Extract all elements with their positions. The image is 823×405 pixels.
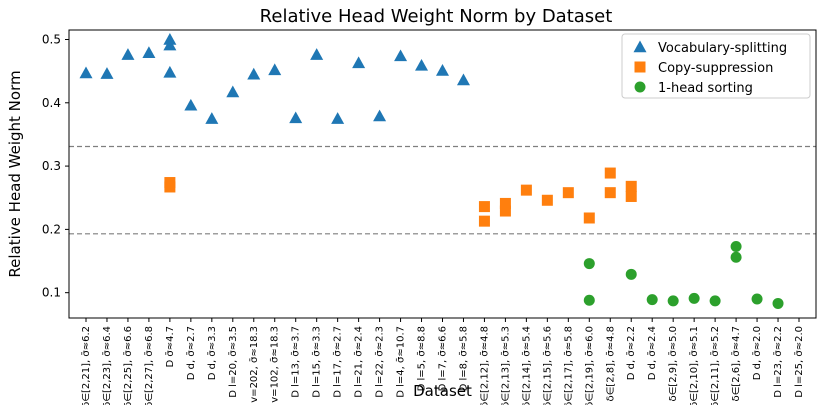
copy-suppression-point: [164, 181, 176, 193]
vocabulary-splitting-point: [79, 66, 93, 79]
vocabulary-splitting-point: [163, 65, 177, 78]
1-head-sorting-point: [730, 240, 742, 252]
y-axis-label: Relative Head Weight Norm: [6, 70, 24, 277]
x-tick-label: D δ∈[2,9], σ̄≈5.0: [668, 326, 679, 405]
y-tick-label: 0.2: [42, 222, 61, 236]
vocabulary-splitting-point: [394, 49, 408, 62]
copy-suppression-point: [499, 205, 511, 217]
x-tick-label: D δ∈[2,8], σ̄≈4.8: [605, 326, 616, 405]
x-tick-label: D l=15, σ̄≈3.3: [312, 326, 323, 398]
x-tick-label: D δ∈[2,21], σ̄≈6.2: [81, 326, 92, 405]
x-axis-label: Dataset: [413, 382, 472, 400]
copy-suppression-point: [499, 197, 511, 209]
vocabulary-splitting-point: [310, 48, 324, 60]
y-tick-label: 0.5: [42, 32, 61, 46]
vocabulary-splitting-point: [184, 98, 198, 111]
x-tick-label: D δ∈[2,12], σ̄≈4.8: [479, 326, 490, 405]
1-head-sorting-point: [583, 258, 595, 270]
vocabulary-splitting-point: [456, 73, 470, 86]
x-tick-label: D δ∈[2,10], σ̄≈5.1: [689, 326, 700, 405]
vocabulary-splitting-point: [205, 112, 219, 124]
x-tick-label: D l=20, σ̄≈3.5: [228, 326, 239, 398]
x-tick-label: D δ∈[2,11], σ̄≈5.2: [710, 326, 721, 405]
x-tick-label: D δ∈[2,14], σ̄≈5.4: [521, 326, 532, 405]
x-tick-label: D l=5, σ̄≈8.8: [417, 326, 428, 391]
x-tick-label: D δ∈[2,25], σ̄≈6.6: [123, 326, 134, 405]
copy-suppression-point: [520, 184, 532, 196]
1-head-sorting-point: [751, 293, 763, 305]
chart-title: Relative Head Weight Norm by Dataset: [260, 6, 613, 27]
1-head-sorting-point: [688, 292, 700, 304]
copy-suppression-point: [562, 187, 574, 199]
x-tick-label: D v=102, σ̄≈18.3: [270, 326, 281, 405]
legend-box: [621, 33, 811, 99]
x-tick-label: D l=13, σ̄≈3.7: [291, 326, 302, 398]
y-tick-label: 0.4: [42, 96, 61, 110]
copy-suppression-point: [604, 167, 616, 179]
x-tick-label: D l=23, σ̄≈2.2: [773, 326, 784, 398]
x-tick-label: D l=4, σ̄≈10.7: [396, 326, 407, 398]
vocabulary-splitting-point: [352, 56, 366, 69]
x-tick-label: D d, σ̄≈2.0: [752, 326, 763, 380]
x-tick-label: D d, σ̄≈3.3: [207, 326, 218, 380]
vocabulary-splitting-point: [373, 109, 387, 122]
copy-suppression-point: [478, 201, 490, 213]
x-tick-label: D δ∈[2,6], σ̄≈4.7: [731, 326, 742, 405]
x-tick-label: D v=202, σ̄≈18.3: [249, 326, 260, 405]
y-tick-label: 0.1: [42, 286, 61, 300]
vocabulary-splitting-point: [331, 112, 345, 124]
1-head-sorting-point: [583, 294, 595, 306]
x-tick-label: D l=17, σ̄≈2.7: [333, 326, 344, 398]
copy-suppression-point: [583, 212, 595, 224]
x-tick-label: D l=25, σ̄≈2.0: [794, 326, 805, 398]
1-head-sorting-point: [730, 251, 742, 263]
legend-label-vocabulary-splitting: Vocabulary-splitting: [658, 41, 787, 56]
vocabulary-splitting-point: [100, 67, 114, 79]
x-tick-label: D δ∈[2,23], σ̄≈6.4: [102, 326, 113, 405]
legend-marker-copy-suppression: [634, 61, 646, 73]
1-head-sorting-point: [709, 295, 721, 307]
x-tick-label: D δ∈[2,19], σ̄≈6.0: [584, 326, 595, 405]
vocabulary-splitting-point: [436, 64, 449, 76]
x-tick-label: D l=22, σ̄≈2.3: [375, 326, 386, 398]
y-tick-label: 0.3: [42, 159, 61, 173]
copy-suppression-point: [478, 215, 490, 227]
legend: Vocabulary-splitting Copy-suppression 1-he…: [621, 33, 811, 99]
x-tick-label: D σ̄≈4.7: [165, 326, 176, 368]
vocabulary-splitting-point: [247, 67, 261, 80]
copy-suppression-point: [541, 194, 553, 206]
x-tick-label: D δ∈[2,17], σ̄≈5.8: [563, 326, 574, 405]
vocabulary-splitting-point: [289, 111, 303, 124]
legend-label-1-head-sorting: 1-head sorting: [658, 81, 753, 96]
vocabulary-splitting-point: [121, 48, 135, 60]
vocabulary-splitting-point: [415, 58, 429, 71]
vocabulary-splitting-point: [226, 85, 240, 98]
legend-marker-vocabulary-splitting: [633, 40, 647, 53]
x-tick-label: D l=21, σ̄≈2.4: [354, 326, 365, 398]
vocabulary-splitting-point: [268, 63, 282, 76]
x-tick-label: D d, σ̄≈2.4: [647, 326, 658, 380]
vocabulary-splitting-point: [163, 38, 177, 51]
x-tick-label: D δ∈[2,27], σ̄≈6.8: [144, 326, 155, 405]
x-tick-label: D δ∈[2,15], σ̄≈5.6: [542, 326, 553, 405]
x-tick-label: D l=8, σ̄≈5.8: [458, 326, 469, 391]
legend-label-copy-suppression: Copy-suppression: [658, 61, 773, 76]
x-tick-label: D δ∈[2,13], σ̄≈5.3: [500, 326, 511, 405]
copy-suppression-point: [604, 187, 616, 199]
legend-marker-1-head-sorting: [634, 81, 646, 93]
x-tick-label: D d, σ̄≈2.7: [186, 326, 197, 380]
copy-suppression-point: [625, 190, 637, 202]
copy-suppression-point: [625, 180, 637, 192]
1-head-sorting-point: [625, 268, 637, 280]
x-tick-label: D l=7, σ̄≈6.6: [438, 326, 449, 391]
x-tick-label: D d, σ̄≈2.2: [626, 326, 637, 380]
1-head-sorting-point: [772, 297, 784, 309]
1-head-sorting-point: [667, 295, 679, 307]
1-head-sorting-point: [646, 294, 658, 306]
vocabulary-splitting-point: [142, 46, 156, 58]
